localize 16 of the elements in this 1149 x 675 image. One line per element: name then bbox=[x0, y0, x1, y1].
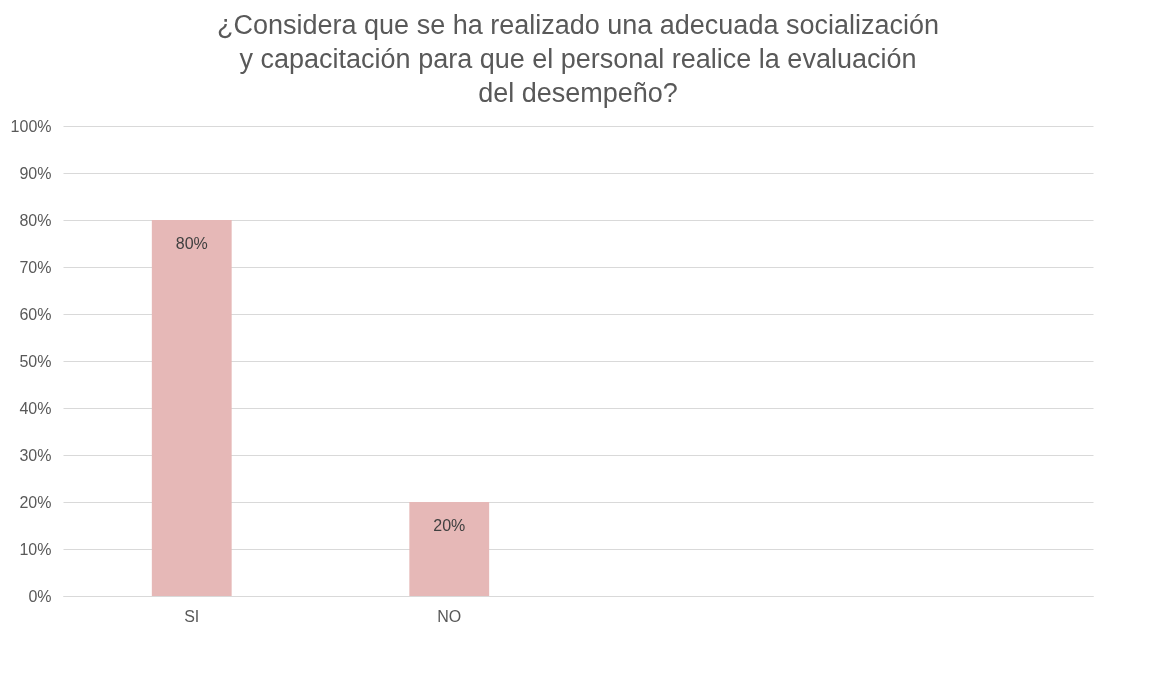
y-tick-label: 40% bbox=[19, 399, 52, 417]
y-tick-label: 90% bbox=[19, 164, 52, 182]
y-tick-label: 100% bbox=[10, 117, 52, 135]
data-label: 80% bbox=[175, 235, 208, 252]
x-tick-label: NO bbox=[437, 607, 462, 625]
y-tick-label: 80% bbox=[19, 211, 52, 229]
y-tick-label: 70% bbox=[19, 258, 52, 276]
chart-title: ¿Considera que se ha realizado una adecuada socialización y capacitación para que el personal realice la evaluación del desempeño? bbox=[217, 10, 939, 108]
y-tick-label: 0% bbox=[28, 587, 52, 605]
x-tick-label: SI bbox=[184, 607, 200, 625]
y-tick-label: 10% bbox=[19, 540, 52, 558]
y-tick-label: 30% bbox=[19, 446, 52, 464]
y-tick-label: 50% bbox=[19, 352, 52, 370]
data-label: 20% bbox=[433, 517, 466, 534]
y-tick-label: 60% bbox=[19, 305, 52, 323]
y-tick-label: 20% bbox=[19, 493, 52, 511]
